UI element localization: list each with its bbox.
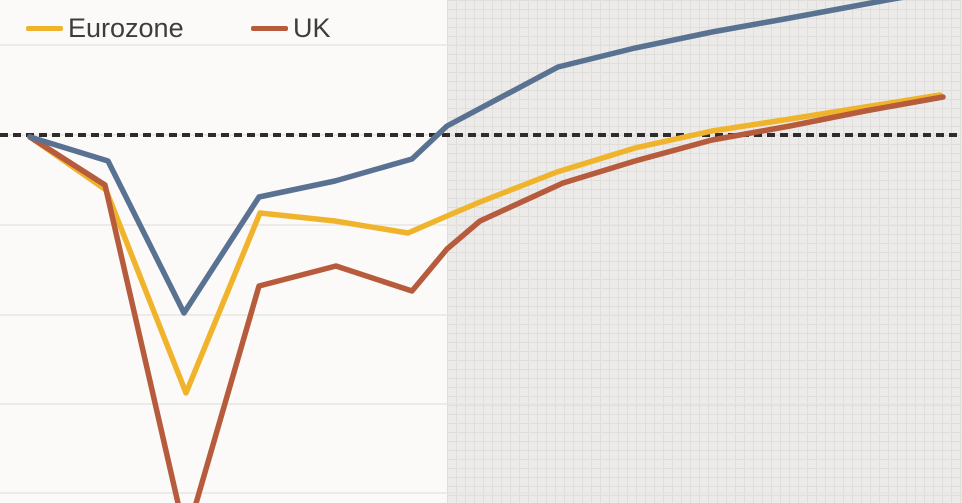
forecast-shaded-region	[447, 0, 962, 503]
series-line-uk	[27, 94, 946, 503]
series-line-blue	[27, 0, 904, 316]
series-line-eurozone	[27, 92, 943, 396]
